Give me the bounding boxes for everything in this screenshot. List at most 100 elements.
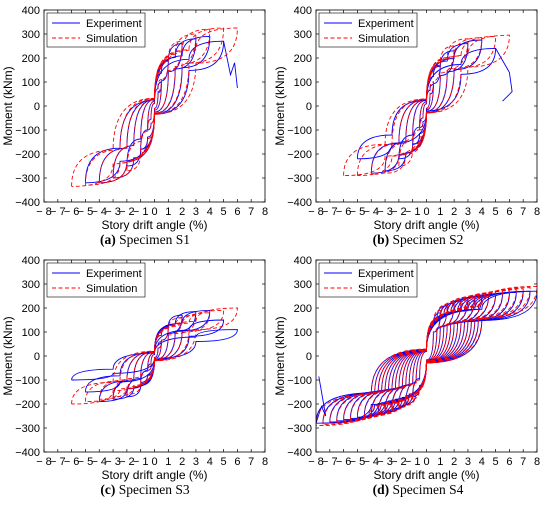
x-tick-label: − 6 xyxy=(336,456,352,468)
x-axis-label: Story drift angle (%) xyxy=(101,468,207,482)
x-tick-label: − 4 xyxy=(363,206,379,218)
x-tick-label: − 2 xyxy=(391,206,407,218)
series-simulation-loop-2 xyxy=(140,57,169,153)
legend-box xyxy=(46,12,146,48)
x-tick-label: 7 xyxy=(520,456,526,468)
x-axis-label: Story drift angle (%) xyxy=(373,218,479,232)
x-tick-label: 7 xyxy=(248,456,254,468)
y-tick-label: 200 xyxy=(294,53,312,65)
x-tick-label: − 5 xyxy=(350,456,366,468)
series-simulation-loop-4 xyxy=(112,33,197,179)
series-simulation-loop-12 xyxy=(336,289,517,423)
x-tick-label: 6 xyxy=(234,456,240,468)
y-tick-label: 0 xyxy=(34,101,40,113)
series-simulation-loop-6 xyxy=(377,295,476,416)
x-tick-label: 8 xyxy=(262,456,268,468)
x-tick-label: − 3 xyxy=(105,206,121,218)
y-tick-label: −200 xyxy=(15,149,40,161)
legend-label-experiment: Experiment xyxy=(86,18,142,30)
legend-label-experiment: Experiment xyxy=(358,18,414,30)
x-tick-label: − 2 xyxy=(119,456,135,468)
series-experiment-loop-15 xyxy=(316,290,537,424)
x-tick-label: − 2 xyxy=(119,206,135,218)
series-simulation xyxy=(71,27,238,187)
chart-panel-3: − 8− 7− 6− 5− 4− 3− 2− 1 0 1 2 3 4 5 6 7 8−400−30… xyxy=(1,255,268,497)
y-axis-label: Moment (kNm) xyxy=(273,66,287,145)
caption-title: Specimen S3 xyxy=(115,482,189,497)
x-tick-label: − 3 xyxy=(105,456,121,468)
series-experiment xyxy=(84,35,238,184)
x-tick-label: − 4 xyxy=(91,456,107,468)
caption-letter: (a) xyxy=(100,232,116,247)
y-tick-label: 0 xyxy=(306,351,312,363)
series-simulation-loop-11 xyxy=(343,290,510,422)
legend: Experiment Simulation xyxy=(46,12,146,48)
y-tick-label: −100 xyxy=(287,375,312,387)
y-tick-label: −100 xyxy=(287,125,312,137)
series-experiment-loop-2 xyxy=(140,59,169,150)
x-tick-label: 2 xyxy=(179,206,185,218)
series-experiment-loop-4 xyxy=(384,43,469,172)
y-tick-label: 200 xyxy=(22,53,40,65)
series-experiment-loop-9 xyxy=(356,293,497,418)
x-tick-label: 1 xyxy=(165,456,171,468)
x-tick-label: − 5 xyxy=(350,206,366,218)
y-tick-label: 200 xyxy=(294,303,312,315)
legend-box xyxy=(318,12,418,48)
y-tick-label: −400 xyxy=(287,447,312,459)
caption-title: Specimen S1 xyxy=(116,232,190,247)
series-simulation-loop-13 xyxy=(329,288,524,424)
y-tick-label: 300 xyxy=(22,29,40,41)
series-experiment-loop-10 xyxy=(350,293,503,419)
y-tick-label: −300 xyxy=(287,173,312,185)
x-tick-label: 1 xyxy=(437,456,443,468)
chart-panel-4: − 8− 7− 6− 5− 4− 3− 2− 1 0 1 2 3 4 5 6 7 8−400−30… xyxy=(273,255,540,497)
series-simulation-loop-7 xyxy=(71,27,238,187)
x-tick-label: 5 xyxy=(493,456,499,468)
x-tick-label: 4 xyxy=(207,206,213,218)
x-tick-label: 0 xyxy=(151,206,157,218)
y-tick-label: 100 xyxy=(22,327,40,339)
y-tick-label: −100 xyxy=(15,375,40,387)
legend-box xyxy=(318,262,418,298)
series-simulation-loop-7 xyxy=(71,307,238,405)
x-tick-label: 8 xyxy=(262,206,268,218)
x-tick-label: − 7 xyxy=(50,206,66,218)
caption-letter: (b) xyxy=(373,232,390,247)
y-tick-label: −200 xyxy=(287,149,312,161)
series-simulation-loop-5 xyxy=(370,37,483,175)
x-tick-label: 8 xyxy=(534,206,540,218)
y-axis-label: Moment (kNm) xyxy=(1,316,15,395)
series-experiment-tail xyxy=(316,376,327,424)
x-tick-label: − 8 xyxy=(308,456,324,468)
plot-area xyxy=(71,307,238,405)
x-tick-label: 1 xyxy=(165,206,171,218)
y-tick-label: 300 xyxy=(294,29,312,41)
x-tick-label: 3 xyxy=(193,456,199,468)
x-tick-label: − 8 xyxy=(308,206,324,218)
x-tick-label: − 4 xyxy=(91,206,107,218)
y-tick-label: −300 xyxy=(287,423,312,435)
legend: Experiment Simulation xyxy=(318,12,418,48)
series-experiment-loop-13 xyxy=(329,291,524,423)
x-tick-label: − 3 xyxy=(377,206,393,218)
series-experiment xyxy=(356,39,513,174)
x-tick-label: 8 xyxy=(534,456,540,468)
series-experiment-loop-8 xyxy=(363,294,490,417)
series-simulation-loop-2 xyxy=(140,326,169,385)
legend: Experiment Simulation xyxy=(46,262,146,298)
x-tick-label: 6 xyxy=(506,456,512,468)
x-tick-label: − 1 xyxy=(405,456,421,468)
legend-box xyxy=(46,262,146,298)
series-simulation-loop-6 xyxy=(84,27,225,186)
x-tick-label: − 5 xyxy=(78,456,94,468)
x-tick-label: 1 xyxy=(437,206,443,218)
x-tick-label: 0 xyxy=(151,456,157,468)
y-tick-label: 100 xyxy=(294,77,312,89)
series-experiment-loop-4 xyxy=(112,311,197,400)
x-tick-label: 4 xyxy=(479,206,485,218)
series-simulation-loop-8 xyxy=(363,293,490,418)
series-simulation-loop-4 xyxy=(384,38,469,174)
chart-panel-1: − 8− 7− 6− 5− 4− 3− 2− 1 0 1 2 3 4 5 6 7 8−400−30… xyxy=(1,5,268,247)
